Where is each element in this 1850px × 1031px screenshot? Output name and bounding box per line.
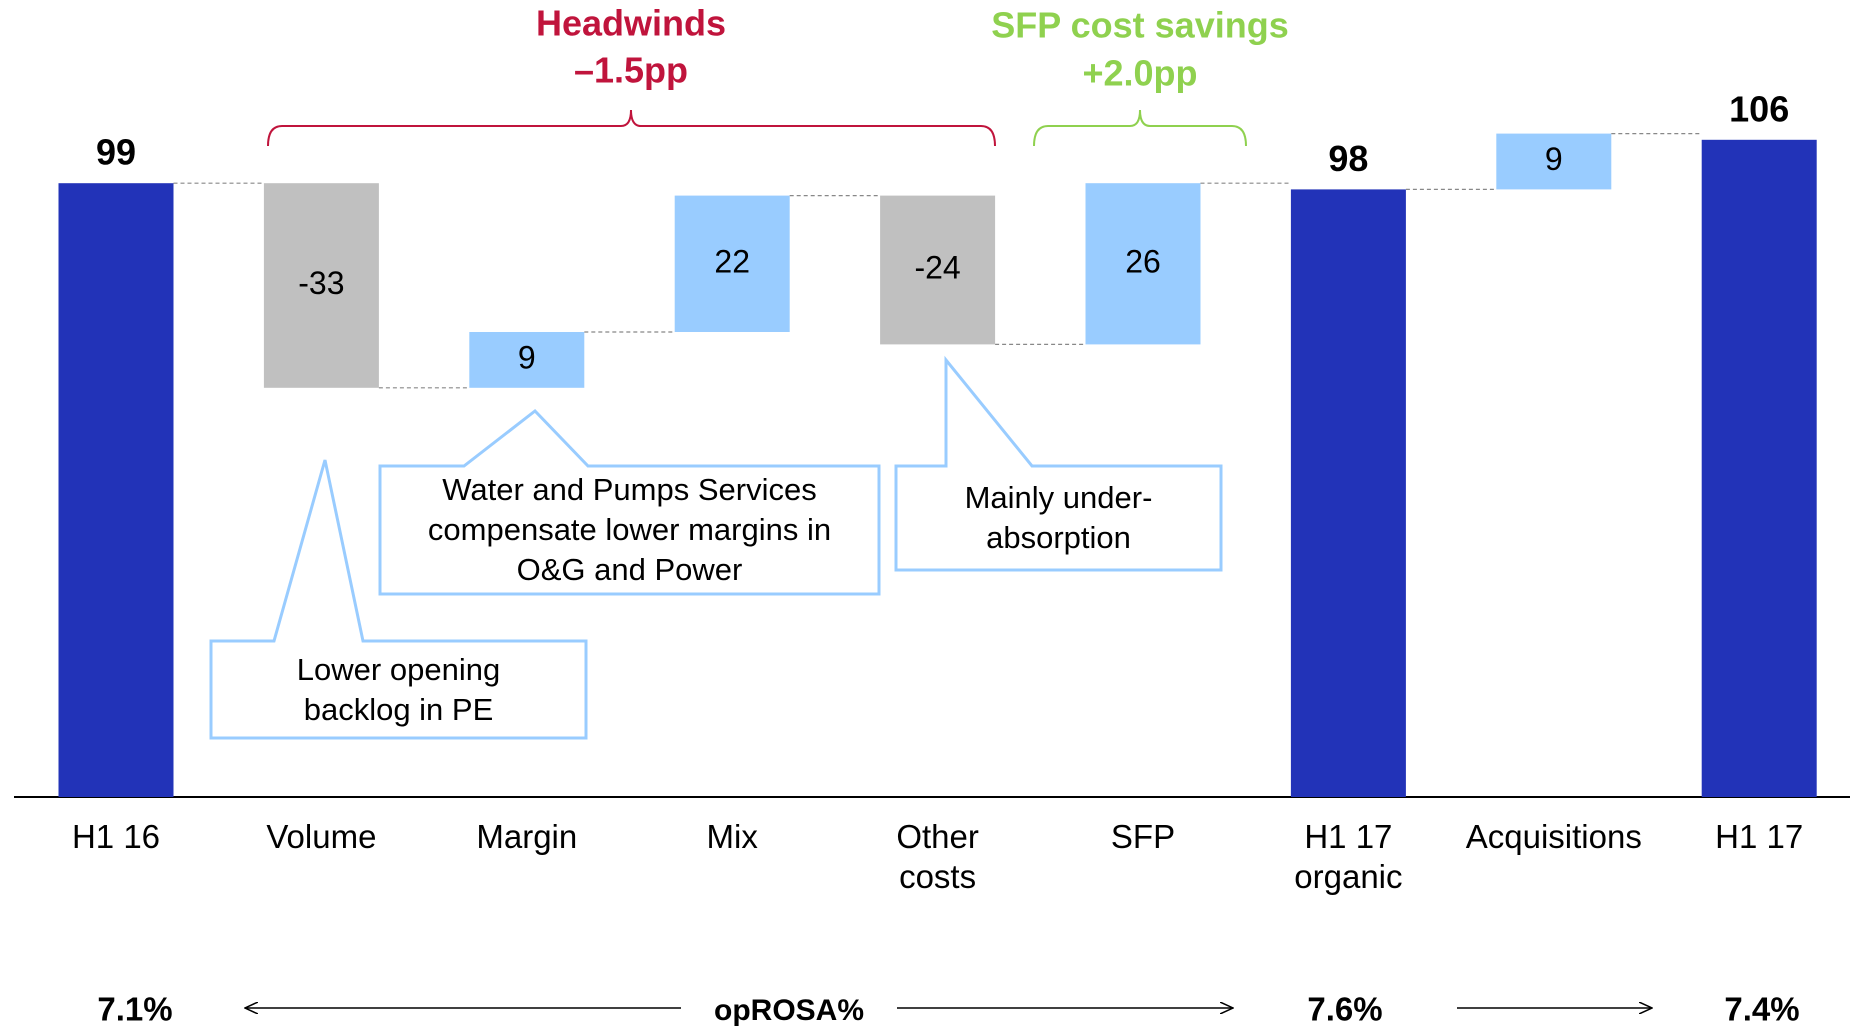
bar bbox=[1290, 189, 1406, 797]
footer-value: 7.4% bbox=[1724, 991, 1799, 1028]
category-label: Other costs bbox=[896, 818, 979, 895]
footer-label: opROSA% bbox=[714, 994, 864, 1027]
footer-value: 7.1% bbox=[97, 991, 172, 1028]
bar bbox=[674, 195, 790, 332]
bracket bbox=[267, 109, 996, 147]
bracket-subtitle: –1.5pp bbox=[574, 50, 688, 91]
bar bbox=[1085, 183, 1201, 345]
bar bbox=[880, 195, 996, 345]
value-label: 22 bbox=[714, 243, 750, 279]
bracket bbox=[1033, 109, 1247, 147]
category-label: H1 17 organic bbox=[1294, 818, 1403, 895]
value-label: 26 bbox=[1125, 243, 1161, 279]
category-label: Mix bbox=[706, 818, 758, 855]
callout-box bbox=[209, 459, 588, 740]
callout-box bbox=[378, 408, 881, 596]
bar bbox=[1496, 133, 1612, 190]
bar bbox=[469, 332, 585, 388]
category-label: Margin bbox=[476, 818, 578, 855]
bar bbox=[1701, 139, 1817, 798]
bar bbox=[263, 183, 379, 388]
value-label: -33 bbox=[298, 265, 344, 301]
callout-text: Lower opening backlog in PE bbox=[296, 651, 501, 727]
value-label: -24 bbox=[914, 249, 960, 285]
category-label: H1 17 bbox=[1715, 818, 1804, 855]
footer-value: 7.6% bbox=[1307, 991, 1382, 1028]
callout-text: Mainly under- absorption bbox=[964, 480, 1153, 555]
value-label: 99 bbox=[96, 132, 136, 173]
bracket-title: SFP cost savings bbox=[991, 5, 1288, 46]
bar bbox=[58, 183, 174, 797]
category-label: SFP bbox=[1110, 818, 1176, 855]
bracket-title: Headwinds bbox=[536, 3, 726, 44]
category-label: H1 16 bbox=[71, 818, 161, 855]
value-label: 9 bbox=[518, 339, 536, 375]
category-label: Acquisitions bbox=[1465, 818, 1642, 855]
value-label: 106 bbox=[1729, 88, 1789, 129]
value-label: 9 bbox=[1545, 141, 1563, 177]
callout-text: Water and Pumps Services compensate lowe… bbox=[427, 472, 832, 587]
category-label: Volume bbox=[266, 818, 377, 855]
bracket-subtitle: +2.0pp bbox=[1082, 53, 1197, 94]
callout-box bbox=[894, 355, 1223, 572]
value-label: 98 bbox=[1328, 138, 1368, 179]
